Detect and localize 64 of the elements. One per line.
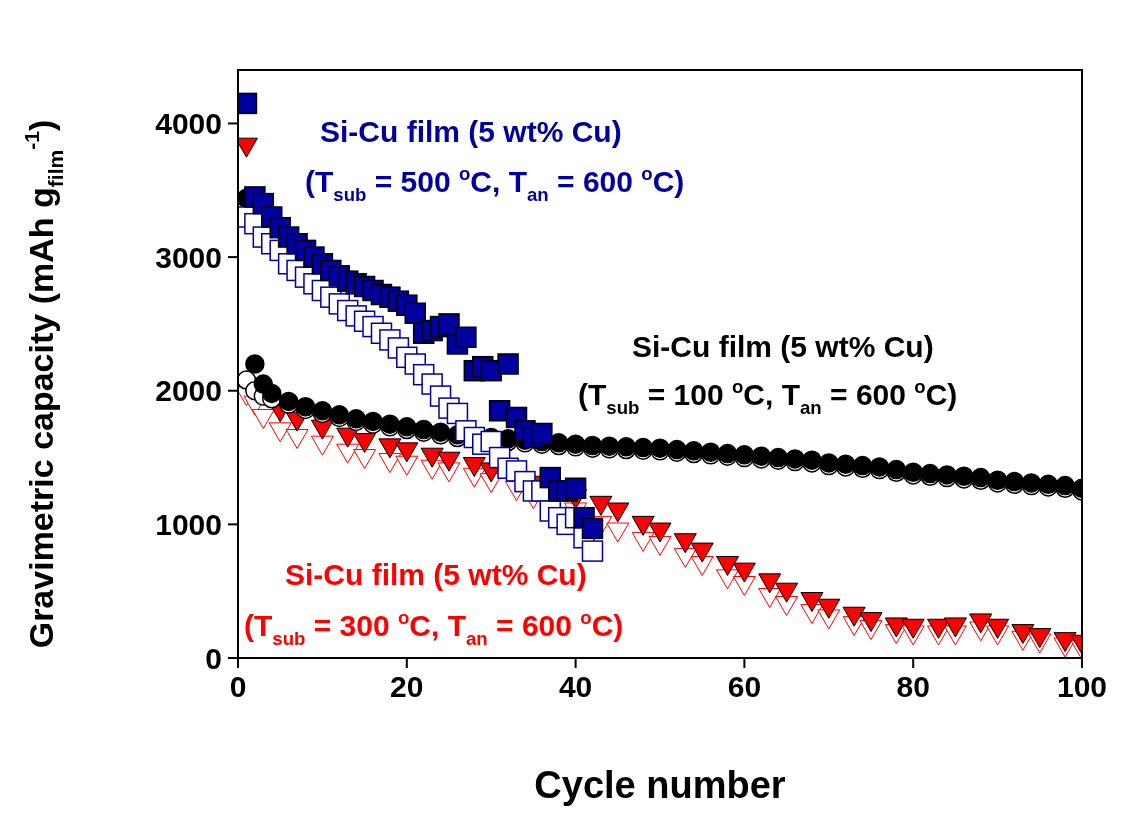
point [986,618,1010,639]
point [817,598,841,619]
point [581,540,604,562]
point [606,502,630,523]
point [353,433,377,454]
point [336,443,360,464]
point [462,457,486,478]
x-tick-label: 40 [558,670,593,704]
text: (T$_{sub}$ = 300 $^{o}$C, T$_{an}$ = 600 $^{o}$C) [244,607,624,649]
x-tick-label: 100 [1056,670,1108,704]
point [353,449,377,470]
point [285,429,309,449]
point [606,522,630,543]
point [631,531,655,552]
x-tick-label: 60 [727,670,762,704]
point [262,383,282,404]
point [758,573,782,594]
y-tick-label: 2000 [155,374,222,408]
point [310,435,334,456]
point [943,617,967,638]
y-tick-label: 0 [205,641,222,675]
point [420,447,444,468]
annotation: Si-Cu film (5 wt% Cu) [285,558,587,591]
point [438,313,460,335]
point [732,562,756,583]
point [884,617,908,638]
x-tick-label: 20 [390,670,424,704]
point [800,592,824,613]
point [455,326,477,349]
point [581,517,604,540]
point [564,477,587,500]
y-tick-label: 3000 [155,240,222,274]
annotation: Si-Cu film (5 wt% Cu) [632,330,934,363]
point [690,542,714,563]
point [969,613,993,634]
point [1028,628,1052,649]
point [716,555,740,576]
annotation: Si-Cu film (5 wt% Cu) [320,115,622,148]
text: (T$_{sub}$ = 500 $^{o}$C, T$_{an}$ = 600 $^{o}$C) [305,163,685,205]
point [648,522,672,543]
point [268,422,292,443]
point [497,353,519,375]
point [842,606,866,627]
y-tick-label: 1000 [155,508,222,542]
point [775,582,799,603]
point [395,442,419,463]
point [1011,624,1035,645]
point [437,451,461,472]
point [404,302,426,324]
point [1053,632,1077,653]
x-axis-title: Cycle number [534,764,786,806]
y-tick-label: 4000 [155,107,222,141]
point [859,612,883,633]
point [673,533,697,554]
x-tick-label: 0 [229,670,247,704]
x-tick-label: 80 [896,670,930,704]
point [631,515,655,536]
point [901,618,925,639]
point [589,495,613,516]
point [238,92,258,115]
point [251,408,275,429]
point [378,438,402,459]
point [245,354,265,374]
text: (T$_{sub}$ = 100 $^{o}$C, T$_{an}$ = 600 $^{o}$C) [578,376,958,418]
